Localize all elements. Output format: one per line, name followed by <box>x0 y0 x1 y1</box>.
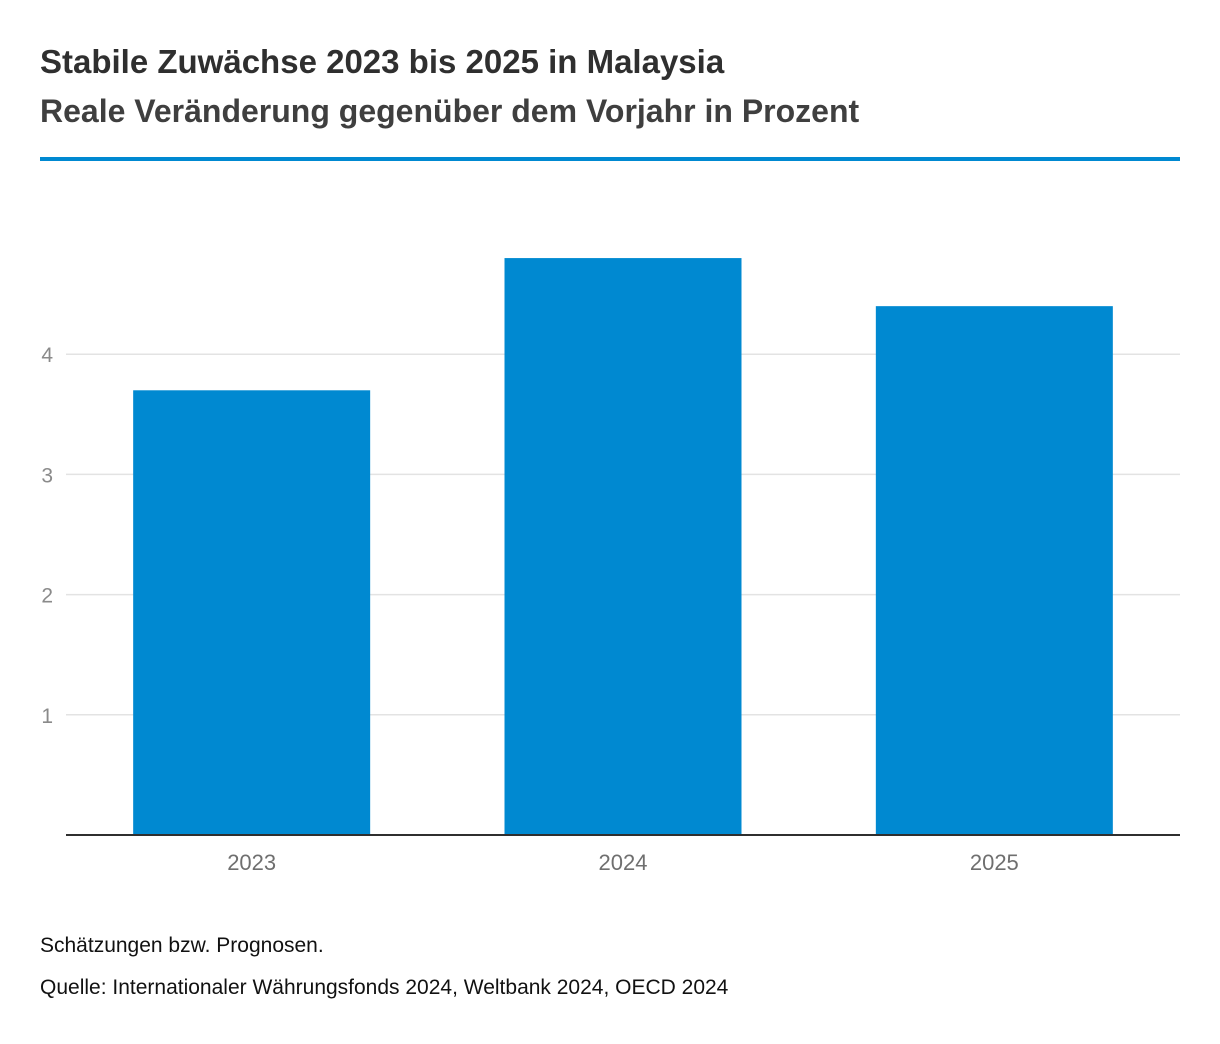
chart-source: Quelle: Internationaler Währungsfonds 20… <box>40 976 729 999</box>
x-tick-label: 2025 <box>970 850 1019 875</box>
y-tick-label: 3 <box>41 464 53 487</box>
x-tick-label: 2024 <box>599 850 648 875</box>
title-divider <box>40 157 1180 161</box>
bar-2025 <box>875 306 1113 836</box>
chart-subtitle: Reale Veränderung gegenüber dem Vorjahr … <box>40 93 860 129</box>
x-tick-label: 2023 <box>227 850 276 875</box>
y-tick-label: 4 <box>41 344 53 367</box>
bar-2024 <box>504 258 742 836</box>
y-tick-label: 2 <box>41 585 53 608</box>
chart-title: Stabile Zuwächse 2023 bis 2025 in Malays… <box>40 43 725 80</box>
bar-chart: 1 2 3 4 2023 2024 2025 <box>41 258 1180 875</box>
bar-2023 <box>133 390 371 835</box>
chart-note: Schätzungen bzw. Prognosen. <box>40 934 324 957</box>
y-tick-label: 1 <box>41 705 53 728</box>
